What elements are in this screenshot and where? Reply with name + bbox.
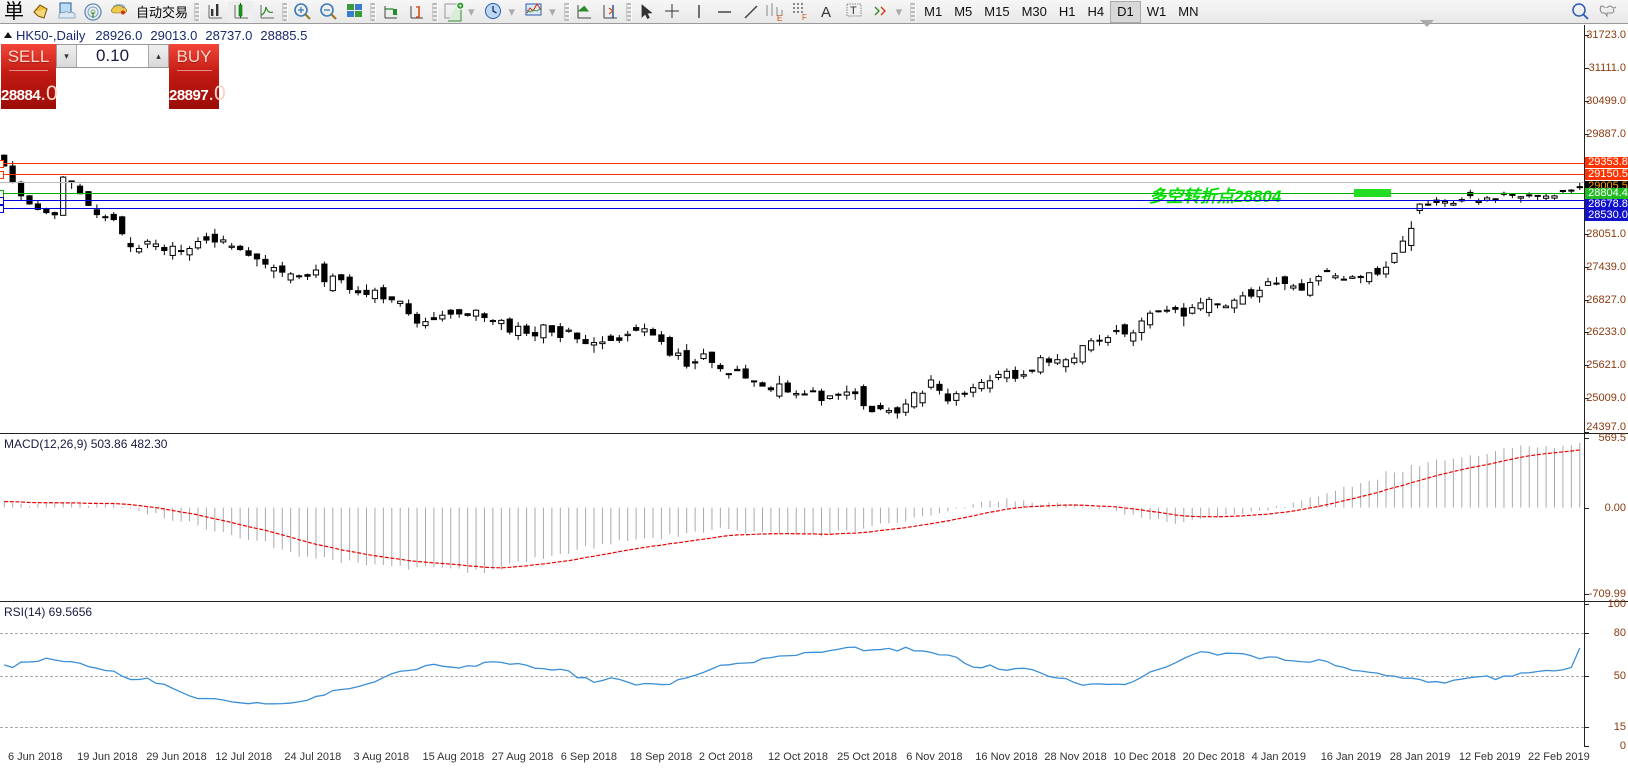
svg-text:A: A <box>821 4 831 21</box>
svg-text:E: E <box>777 14 782 23</box>
svg-text:F: F <box>802 13 807 22</box>
svg-text:T: T <box>850 5 857 17</box>
